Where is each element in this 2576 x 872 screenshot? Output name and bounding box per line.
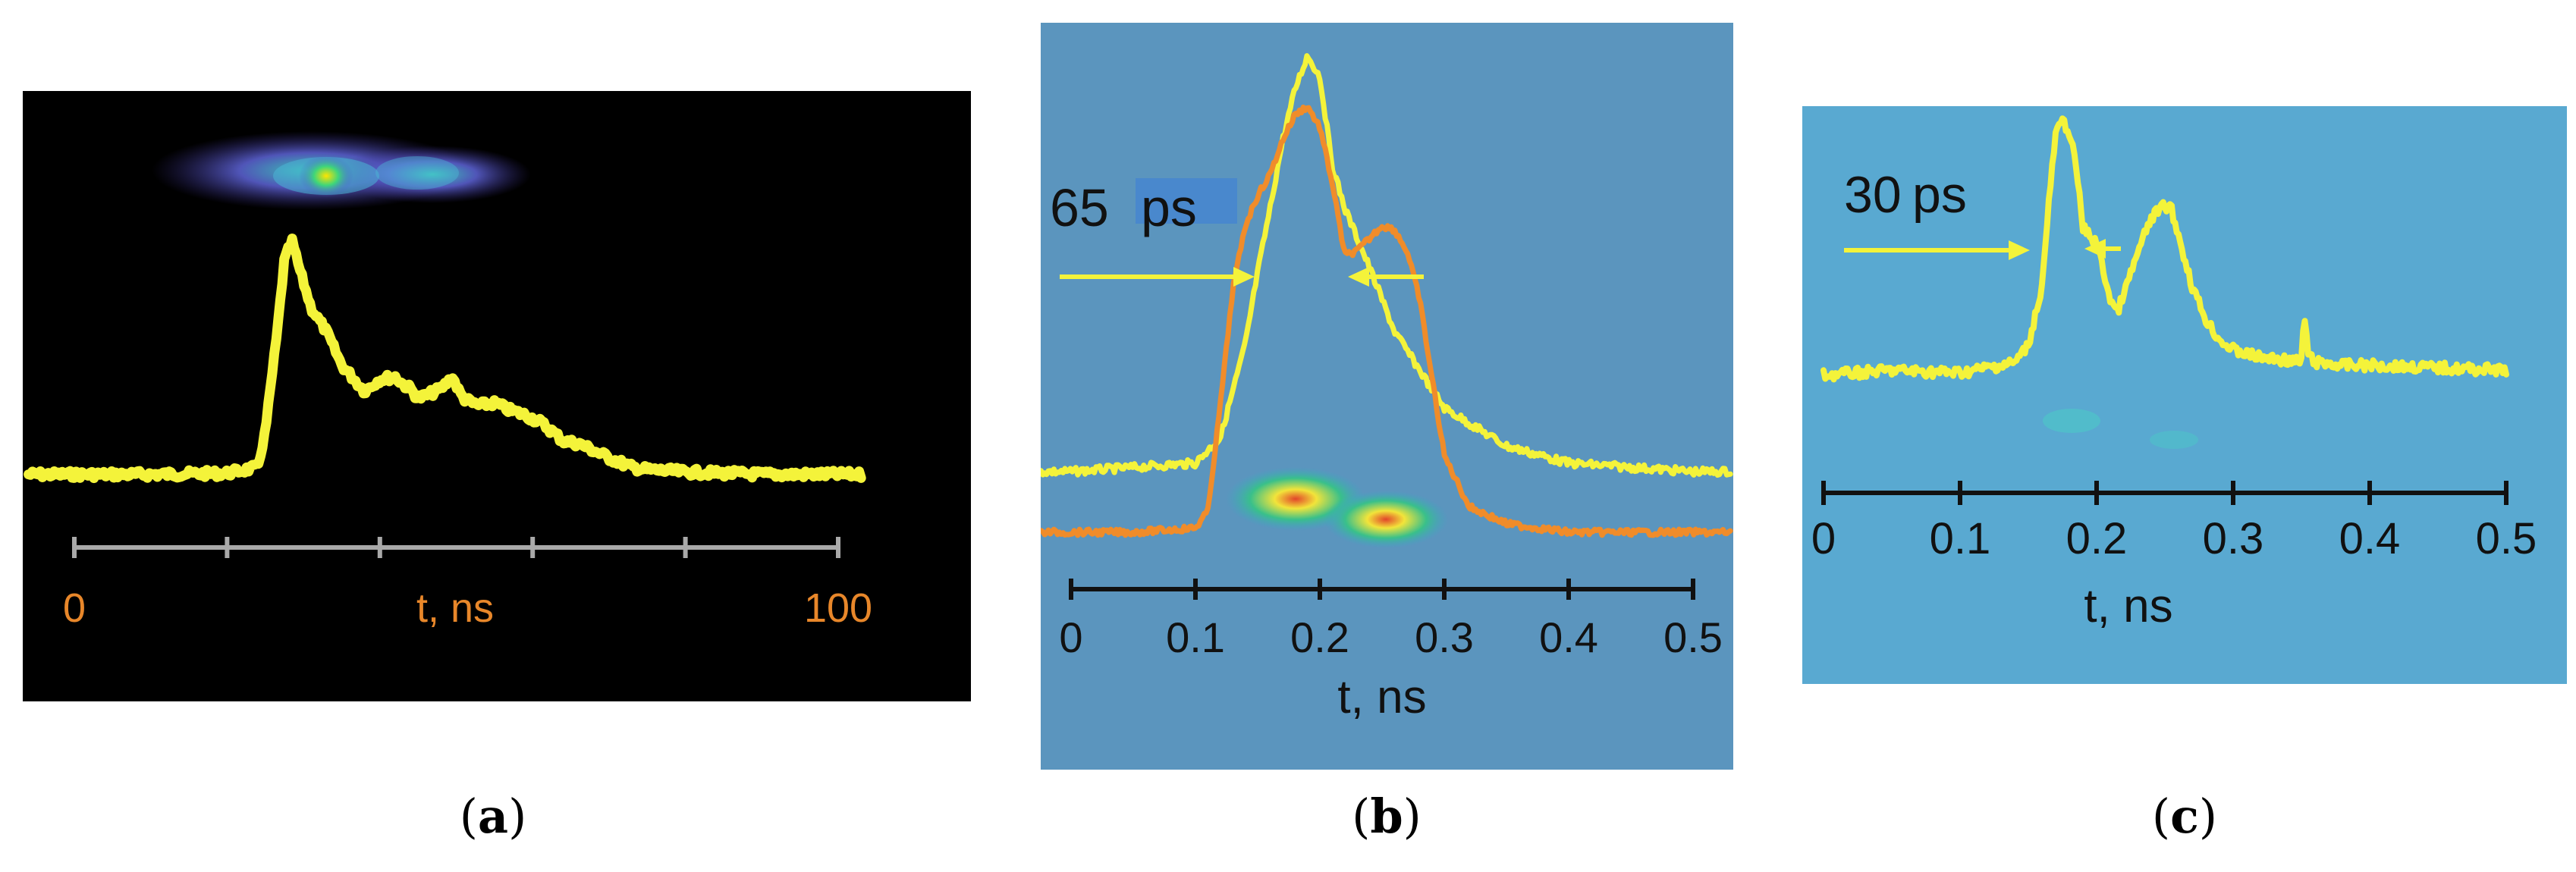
panel-b-plot: 65 ps 0 0.1 0.2 0.3 0.4 0.5 t, ns — [1041, 53, 1733, 723]
arrow-left-icon — [2084, 239, 2106, 259]
series-line-a-0 — [24, 234, 866, 484]
series-line-b-0 — [1041, 53, 1733, 478]
x-tick-label-b-3: 0.3 — [1415, 613, 1474, 661]
annotation-b-value: 65 — [1050, 178, 1109, 237]
panel-c-chart: 30 ps 0 0.1 0.2 0.3 0.4 0.5 t, ns — [1802, 106, 2567, 684]
streak-image-a — [152, 131, 531, 210]
x-tick-label-c-3: 0.3 — [2203, 514, 2264, 563]
streak-image-c — [2043, 409, 2198, 449]
x-tick-label-c-4: 0.4 — [2339, 514, 2401, 563]
caption-b: (b) — [1352, 789, 1422, 844]
x-axis-label-a: t, ns — [416, 585, 494, 631]
arrow-right-icon — [1233, 267, 1255, 287]
x-axis-a — [72, 537, 840, 558]
streak-image-b — [1226, 467, 1448, 548]
x-axis-label-b: t, ns — [1337, 671, 1426, 723]
tick-label-a-100: 100 — [804, 585, 872, 631]
x-tick-label-b-0: 0 — [1059, 613, 1082, 661]
arrow-left-icon — [1348, 267, 1369, 287]
caption-c: (c) — [2151, 789, 2218, 844]
annotation-c: 30 ps — [1844, 166, 2121, 260]
x-axis-c: 0 0.1 0.2 0.3 0.4 0.5 — [1811, 481, 2537, 563]
x-tick-label-c-1: 0.1 — [1930, 514, 1991, 563]
annotation-b: 65 ps — [1050, 178, 1424, 287]
panel-b-chart: 65 ps 0 0.1 0.2 0.3 0.4 0.5 t, ns — [1041, 23, 1733, 770]
x-tick-label-b-2: 0.2 — [1290, 613, 1349, 661]
annotation-c-value: 30 — [1844, 166, 1902, 224]
annotation-c-unit: ps — [1912, 166, 1967, 224]
arrow-right-icon — [2009, 240, 2030, 260]
x-tick-label-c-5: 0.5 — [2476, 514, 2537, 563]
panel-a-plot: t, ns 0 100 — [24, 131, 872, 631]
x-tick-label-b-5: 0.5 — [1663, 613, 1723, 661]
panel-a-chart: t, ns 0 100 — [23, 91, 971, 701]
x-tick-label-b-4: 0.4 — [1539, 613, 1598, 661]
x-tick-label-b-1: 0.1 — [1166, 613, 1225, 661]
series-line-b-1 — [1041, 104, 1733, 538]
x-tick-label-c-0: 0 — [1811, 514, 1836, 563]
annotation-b-unit: ps — [1141, 178, 1197, 237]
panel-c-plot: 30 ps 0 0.1 0.2 0.3 0.4 0.5 t, ns — [1811, 115, 2537, 632]
tick-label-a-0: 0 — [63, 585, 86, 631]
series-line-c-0 — [1820, 115, 2509, 383]
caption-a: (a) — [459, 789, 527, 844]
x-tick-label-c-2: 0.2 — [2066, 514, 2128, 563]
x-axis-label-c: t, ns — [2084, 580, 2172, 632]
x-axis-b: 0 0.1 0.2 0.3 0.4 0.5 — [1059, 579, 1723, 661]
